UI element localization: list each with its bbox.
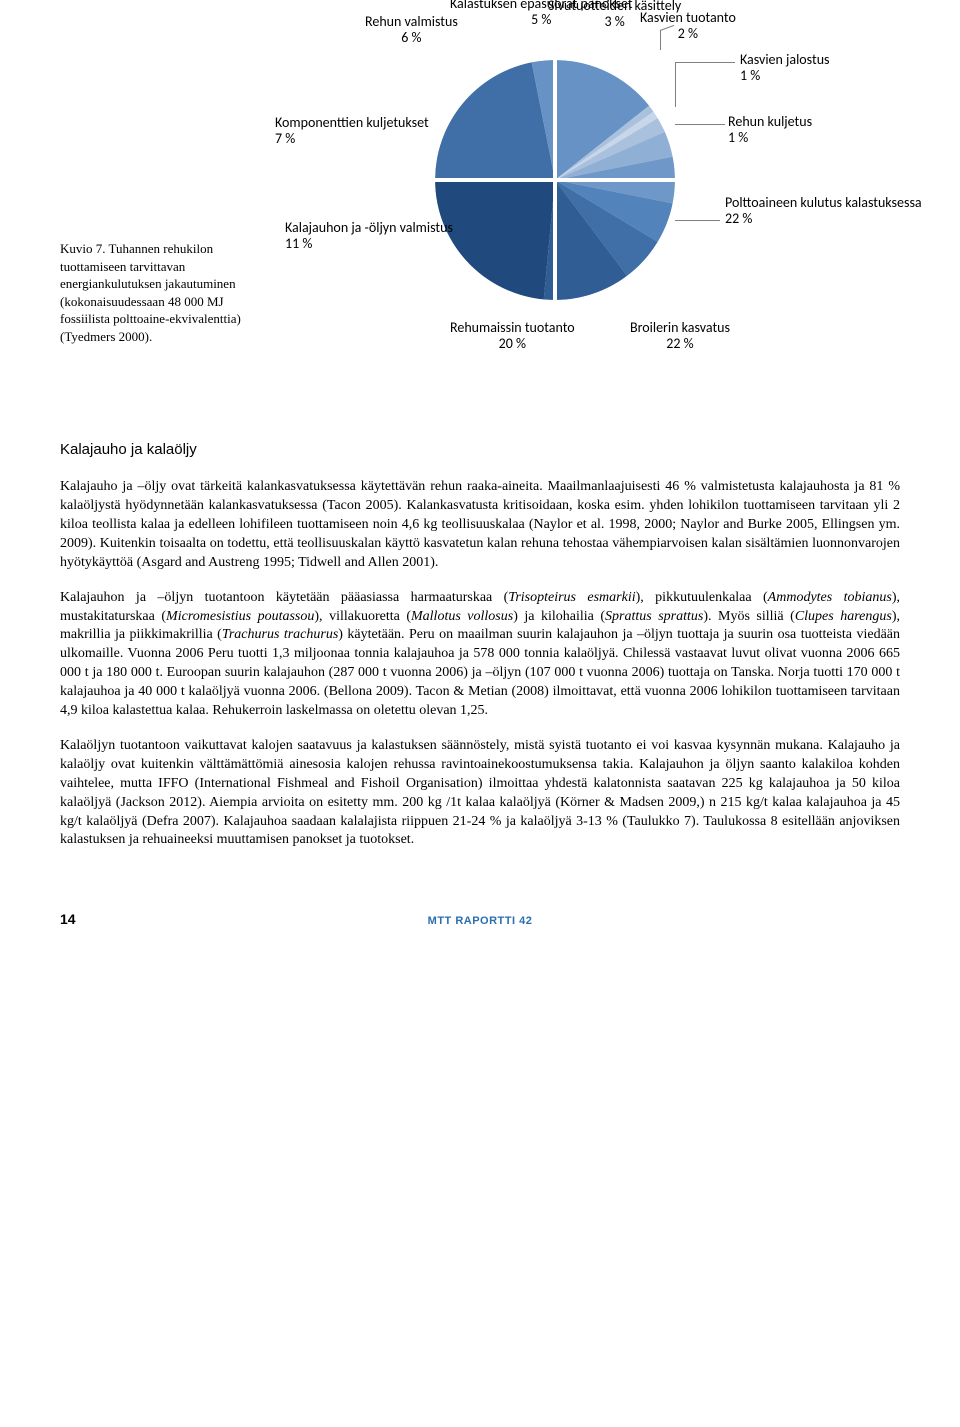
label-rehun-valmistus: Rehun valmistus6 %: [365, 14, 458, 46]
section-heading: Kalajauho ja kalaöljy: [60, 440, 900, 460]
footer-title: MTT RAPORTTI 42: [100, 914, 860, 929]
label-kasvien-jalostus: Kasvien jalostus1 %: [740, 52, 830, 84]
paragraph-1: Kalajauho ja –öljy ovat tärkeitä kalanka…: [60, 478, 900, 572]
label-komponenttien: Komponenttien kuljetukset7 %: [275, 115, 429, 147]
page-number: 14: [60, 910, 100, 929]
paragraph-2: Kalajauhon ja –öljyn tuotantoon käytetää…: [60, 589, 900, 721]
label-broilerin: Broilerin kasvatus22 %: [630, 320, 730, 352]
label-rehumaissin: Rehumaissin tuotanto20 %: [450, 320, 575, 352]
label-polttoaineen: Polttoaineen kulutus kalastuksessa22 %: [725, 195, 922, 227]
label-rehun-kuljetus: Rehun kuljetus1 %: [728, 114, 812, 146]
label-kasvien-tuotanto: Kasvien tuotanto2 %: [640, 10, 736, 42]
pie-chart: Kalastuksen epäsuorat panokset5 % Rehun …: [280, 0, 900, 400]
label-kalajauhon: Kalajauhon ja -öljyn valmistus11 %: [285, 220, 453, 252]
paragraph-3: Kalaöljyn tuotantoon vaikuttavat kalojen…: [60, 737, 900, 850]
figure-caption: Kuvio 7. Tuhannen rehukilon tuottamiseen…: [60, 240, 270, 345]
